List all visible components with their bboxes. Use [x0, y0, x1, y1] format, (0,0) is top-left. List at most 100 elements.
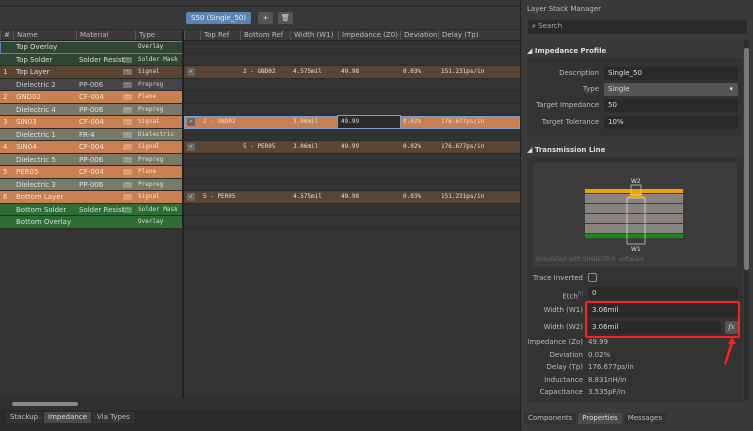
width-w1[interactable]: 3.06mil	[293, 143, 319, 150]
deviation[interactable]: 0.02%	[403, 143, 422, 150]
stack-row[interactable]: 5 PER05 CF-004 ··· Plane	[0, 166, 183, 179]
width-w1[interactable]: 3.06mil	[293, 118, 319, 125]
column-header[interactable]	[184, 30, 200, 40]
delay-tp[interactable]: 151.231ps/in	[441, 68, 485, 75]
layer-material[interactable]: PP-006 ···	[76, 179, 135, 191]
more-icon[interactable]: ···	[123, 131, 132, 138]
splitter[interactable]	[182, 30, 184, 410]
layer-name[interactable]: Dielectric 2	[16, 80, 56, 89]
layer-name[interactable]: SIN04	[16, 143, 37, 151]
layer-name[interactable]: Top Solder	[16, 55, 53, 64]
column-header[interactable]: Material	[76, 30, 135, 40]
more-icon[interactable]: ···	[123, 106, 132, 113]
impedance-z0[interactable]: 49.98	[341, 193, 360, 200]
layer-name[interactable]: SIN03	[16, 118, 37, 126]
enabled-checkbox[interactable]: ✓	[187, 118, 195, 126]
stack-row[interactable]: Dielectric 1 FR-4 ··· Dielectric	[0, 128, 183, 141]
stack-row[interactable]: Bottom Overlay Overlay	[0, 216, 183, 229]
top-ref[interactable]	[200, 66, 240, 78]
layer-material[interactable]: CF-004 ···	[76, 116, 135, 128]
more-icon[interactable]: ···	[123, 94, 132, 100]
more-icon[interactable]: ···	[123, 56, 132, 63]
impedance-z0[interactable]: 49.99	[337, 115, 401, 129]
layer-material[interactable]: CF-004 ···	[76, 141, 135, 153]
tab-messages[interactable]: Messages	[623, 413, 667, 424]
delay-tp[interactable]: 176.677ps/in	[441, 118, 485, 125]
stack-row[interactable]: Dielectric 5 PP-006 ··· Prepreg	[0, 153, 183, 166]
width-w1[interactable]: 4.575mil	[293, 193, 322, 200]
enabled-checkbox[interactable]: ✓	[187, 143, 195, 151]
column-header[interactable]: Name	[13, 30, 76, 40]
bottom-ref[interactable]	[240, 116, 290, 128]
impedance-z0[interactable]: 49.98	[341, 68, 360, 75]
stack-row[interactable]: 4 SIN04 CF-004 ··· Signal	[0, 141, 183, 154]
type-select[interactable]: Single ▾	[604, 83, 738, 96]
stack-row[interactable]: 1 Top Layer ··· Signal	[0, 66, 183, 79]
impedance-profile-section[interactable]: ◢ Impedance Profile	[527, 47, 607, 55]
column-header[interactable]: Top Ref	[200, 30, 240, 40]
layer-material[interactable]	[76, 41, 135, 53]
layer-name[interactable]: Dielectric 5	[16, 155, 56, 164]
layer-name[interactable]: PER05	[16, 168, 39, 176]
layer-name[interactable]: Dielectric 1	[16, 130, 56, 139]
panel-scrollbar[interactable]	[744, 40, 749, 400]
transmission-line-section[interactable]: ◢ Transmission Line	[527, 146, 606, 154]
delay-tp[interactable]: 176.677ps/in	[441, 143, 485, 150]
layer-material[interactable]: PP-006 ···	[76, 154, 135, 166]
column-header[interactable]: #	[0, 30, 13, 40]
top-ref[interactable]	[200, 141, 240, 153]
width-w1[interactable]: 4.575mil	[293, 68, 322, 75]
column-header[interactable]: Delay (Tp)	[438, 30, 520, 40]
layer-material[interactable]: CF-004 ···	[76, 166, 135, 178]
enabled-checkbox[interactable]: ✓	[187, 193, 195, 201]
delay-tp[interactable]: 151.231ps/in	[441, 193, 485, 200]
enabled-checkbox[interactable]: ✓	[187, 68, 195, 76]
formula-button[interactable]: fx	[725, 321, 738, 334]
top-ref[interactable]: 2 - GND02	[203, 118, 236, 125]
description-field[interactable]: Single_50	[604, 67, 738, 80]
bottom-ref[interactable]: 5 - PER05	[243, 143, 276, 150]
column-header[interactable]: Impedance (Z0)	[338, 30, 400, 40]
delete-profile-button[interactable]: 🗑	[278, 12, 293, 24]
layer-material[interactable]: CF-004 ···	[76, 91, 135, 103]
column-header[interactable]: Width (W1)	[290, 30, 338, 40]
layer-name[interactable]: Bottom Solder	[16, 205, 67, 214]
stack-row[interactable]: Dielectric 4 PP-006 ··· Prepreg	[0, 103, 183, 116]
horizontal-scrollbars[interactable]	[0, 398, 520, 410]
tab-stackup[interactable]: Stackup	[6, 412, 43, 423]
more-icon[interactable]: ···	[123, 81, 132, 88]
layer-material[interactable]: Solder Resist ···	[76, 204, 135, 216]
impedance-row[interactable]: ✓ 5 - PER05 4.575mil 49.98 0.03% 151.231ps/in	[184, 191, 520, 204]
layer-material[interactable]: PP-006 ···	[76, 104, 135, 116]
top-ref[interactable]: 5 - PER05	[203, 193, 236, 200]
layer-material[interactable]: ···	[76, 66, 135, 78]
more-icon[interactable]: ···	[123, 169, 132, 175]
tab-components[interactable]: Components	[524, 413, 577, 424]
layer-material[interactable]: Solder Resist ···	[76, 54, 135, 66]
tab-impedance[interactable]: Impedance	[44, 412, 92, 423]
impedance-row[interactable]: ✓ 2 - GND02 3.06mil 49.99 0.02% 176.677ps/in	[184, 115, 520, 129]
bottom-ref[interactable]: 2 - GND02	[243, 68, 276, 75]
add-profile-button[interactable]: +	[258, 12, 273, 24]
target-tolerance-field[interactable]: 10%	[604, 116, 738, 129]
stack-row[interactable]: 2 GND02 CF-004 ··· Plane	[0, 91, 183, 104]
layer-name[interactable]: Top Layer	[16, 68, 50, 76]
impedance-row[interactable]: ✓ 5 - PER05 3.06mil 49.99 0.02% 176.677ps/in	[184, 141, 520, 154]
tab-via-types[interactable]: Via Types	[93, 412, 134, 423]
scrollbar-thumb[interactable]	[12, 402, 78, 406]
layer-name[interactable]: Dielectric 4	[16, 105, 56, 114]
stack-row[interactable]: 6 Bottom Layer ··· Signal	[0, 191, 183, 204]
layer-name[interactable]: Top Overlay	[16, 43, 58, 51]
layer-name[interactable]: GND02	[16, 93, 41, 101]
column-header[interactable]: Deviation	[400, 30, 438, 40]
more-icon[interactable]: ···	[123, 156, 132, 163]
stack-row[interactable]: 3 SIN03 CF-004 ··· Signal	[0, 116, 183, 129]
width-w1-field[interactable]: 3.06mil	[588, 304, 738, 317]
deviation[interactable]: 0.03%	[403, 193, 422, 200]
deviation[interactable]: 0.02%	[403, 118, 422, 125]
stack-row[interactable]: Top Solder Solder Resist ··· Solder Mask	[0, 53, 183, 66]
etch-field[interactable]: 0	[588, 287, 738, 300]
stack-row[interactable]: Bottom Solder Solder Resist ··· Solder Mask	[0, 203, 183, 216]
layer-name[interactable]: Bottom Overlay	[16, 218, 72, 226]
more-icon[interactable]: ···	[123, 206, 132, 213]
